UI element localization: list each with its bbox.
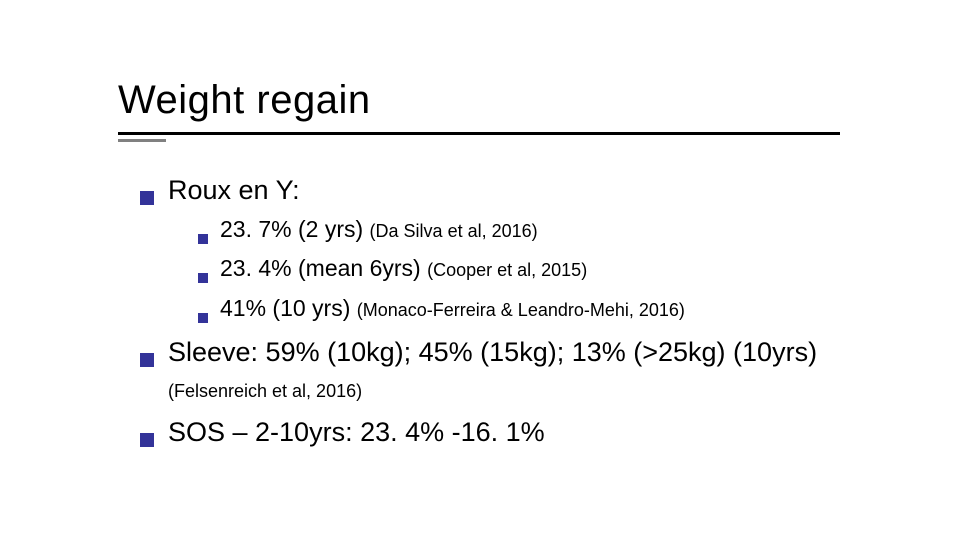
square-bullet-icon <box>140 353 154 367</box>
title-underline-accent <box>118 139 166 142</box>
item-main: Sleeve: 59% (10kg); 45% (15kg); 13% (>25… <box>168 337 817 367</box>
list-item: Roux en Y: <box>140 172 920 208</box>
slide-title: Weight regain <box>118 78 371 123</box>
square-bullet-icon <box>140 191 154 205</box>
list-item: 41% (10 yrs) (Monaco-Ferreira & Leandro-… <box>198 293 920 324</box>
sub-main: 41% (10 yrs) <box>220 295 357 321</box>
slide: Weight regain Roux en Y: 23. 7% (2 yrs) … <box>0 0 960 540</box>
title-underline-main <box>118 132 840 135</box>
content-area: Roux en Y: 23. 7% (2 yrs) (Da Silva et a… <box>140 172 920 457</box>
list-item: SOS – 2-10yrs: 23. 4% -16. 1% <box>140 414 920 450</box>
list-item: Sleeve: 59% (10kg); 45% (15kg); 13% (>25… <box>140 334 920 407</box>
sub-main: 23. 4% (mean 6yrs) <box>220 255 427 281</box>
sublist: 23. 7% (2 yrs) (Da Silva et al, 2016) 23… <box>198 214 920 323</box>
square-bullet-icon <box>140 433 154 447</box>
list-item: 23. 4% (mean 6yrs) (Cooper et al, 2015) <box>198 253 920 284</box>
square-bullet-icon <box>198 273 208 283</box>
list-item-text: SOS – 2-10yrs: 23. 4% -16. 1% <box>168 414 545 450</box>
title-block: Weight regain <box>118 78 371 123</box>
citation: (Cooper et al, 2015) <box>427 260 587 280</box>
citation: (Da Silva et al, 2016) <box>370 221 538 241</box>
square-bullet-icon <box>198 234 208 244</box>
sub-main: 23. 7% (2 yrs) <box>220 216 370 242</box>
list-item-text: 23. 7% (2 yrs) (Da Silva et al, 2016) <box>220 214 538 245</box>
citation: (Monaco-Ferreira & Leandro-Mehi, 2016) <box>357 300 685 320</box>
list-item-text: 41% (10 yrs) (Monaco-Ferreira & Leandro-… <box>220 293 685 324</box>
list-item-text: Sleeve: 59% (10kg); 45% (15kg); 13% (>25… <box>168 334 920 407</box>
square-bullet-icon <box>198 313 208 323</box>
list-item-text: 23. 4% (mean 6yrs) (Cooper et al, 2015) <box>220 253 587 284</box>
citation: (Felsenreich et al, 2016) <box>168 381 362 401</box>
list-item-text: Roux en Y: <box>168 172 300 208</box>
list-item: 23. 7% (2 yrs) (Da Silva et al, 2016) <box>198 214 920 245</box>
